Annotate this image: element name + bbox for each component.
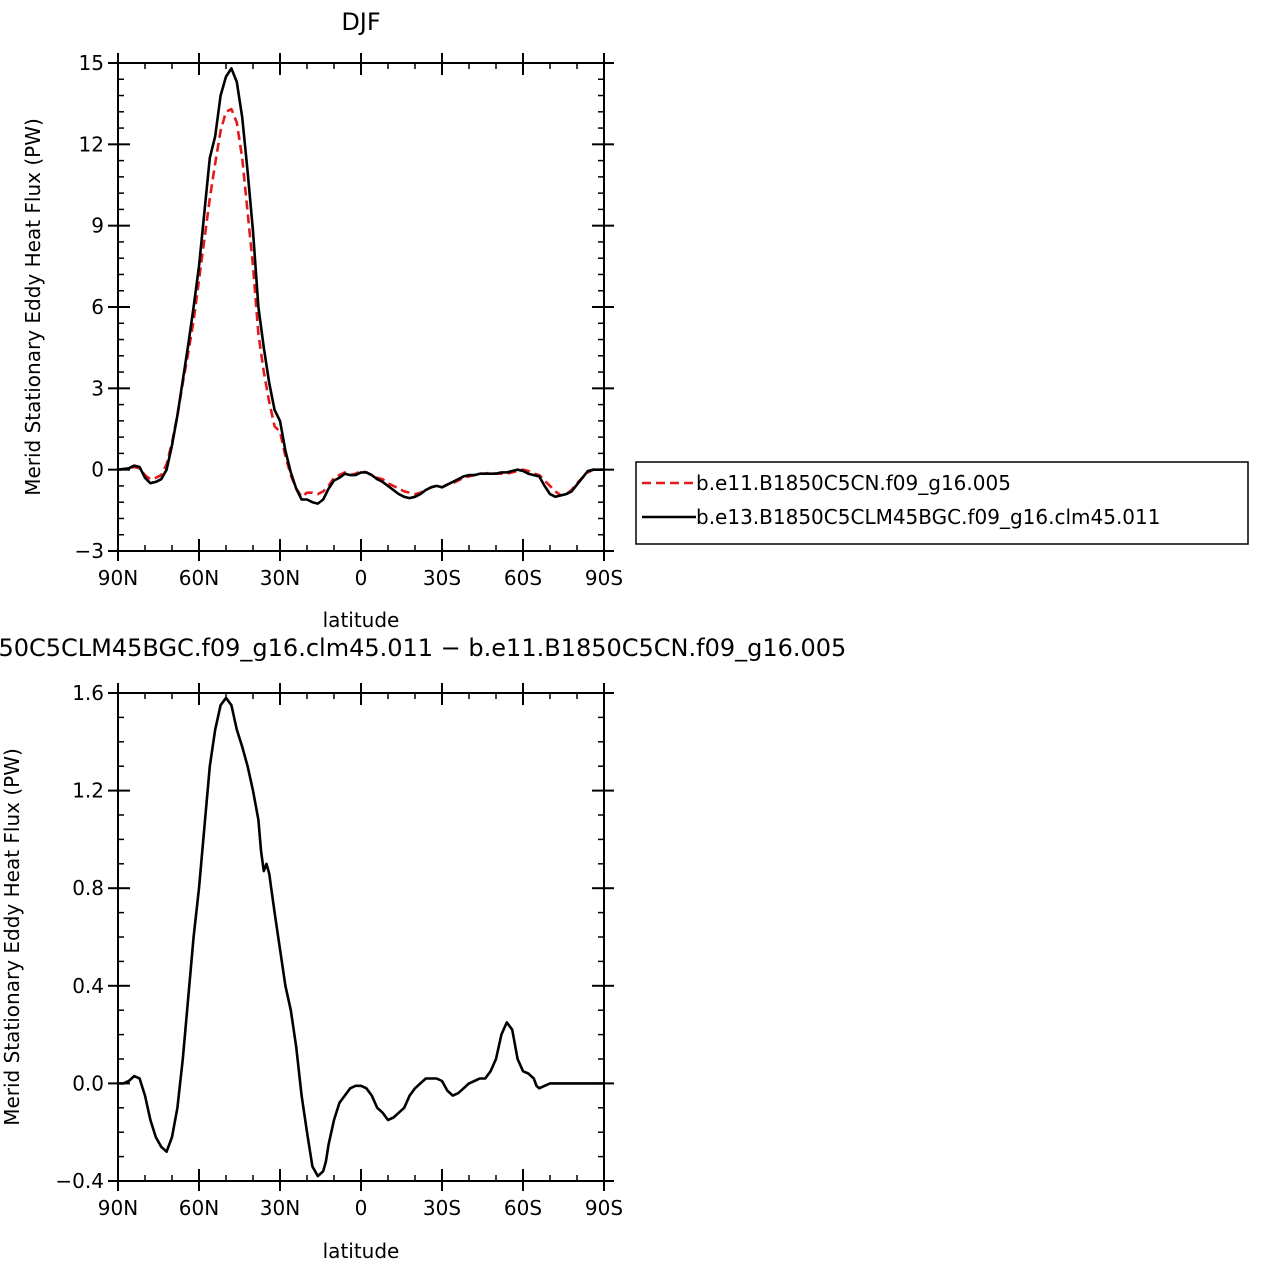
x-tick-label: 60S <box>504 566 542 590</box>
bottom-chart: 90N 60N 30N 0 30S 60S 90S −0.4 0.0 0.4 0.8 1.2 1.6 b.… <box>0 634 846 1263</box>
y-tick-label: 0 <box>91 458 104 482</box>
x-tick-label: 60N <box>179 566 219 590</box>
y-tick-label: −0.4 <box>55 1169 104 1193</box>
legend-entry: b.e11.B1850C5CN.f09_g16.005 <box>696 471 1011 495</box>
y-tick-label: 6 <box>91 295 104 319</box>
legend-box <box>635 461 1249 545</box>
y-tick-label: −3 <box>75 539 104 563</box>
y-tick-label: 1.2 <box>72 779 104 803</box>
y-tick-label: 9 <box>91 214 104 238</box>
series-line-2 <box>118 67 604 505</box>
x-tick-label: 60N <box>179 1196 219 1220</box>
x-tick-label: 30N <box>260 566 300 590</box>
y-tick-label: 12 <box>79 132 104 156</box>
series-line-1 <box>118 696 604 1178</box>
plot-frame <box>117 62 605 552</box>
x-axis-label: latitude <box>323 608 400 632</box>
x-axis-label: latitude <box>323 1239 400 1263</box>
legend: b.e11.B1850C5CN.f09_g16.005 b.e13.B1850C5… <box>635 461 1249 545</box>
chart-title: b.e13.B1850C5CLM45BGC.f09_g16.clm45.011 … <box>0 634 846 662</box>
x-tick-label: 90S <box>585 566 623 590</box>
x-tick-label: 90S <box>585 1196 623 1220</box>
top-chart: 90N 60N 30N 0 30S 60S 90S −3 0 3 6 9 12 15 DJF latitude… <box>21 8 623 632</box>
y-tick-label: 1.6 <box>72 681 104 705</box>
y-tick-label: 0.0 <box>72 1071 104 1095</box>
x-tick-label: 30S <box>423 566 461 590</box>
legend-entry: b.e13.B1850C5CLM45BGC.f09_g16.clm45.011 <box>696 505 1160 529</box>
x-tick-label: 30N <box>260 1196 300 1220</box>
y-tick-label: 15 <box>79 51 104 75</box>
y-tick-label: 0.4 <box>72 974 104 998</box>
x-tick-label: 90N <box>98 1196 138 1220</box>
x-tick-label: 0 <box>355 566 368 590</box>
y-axis-label: Merid Stationary Eddy Heat Flux (PW) <box>0 748 24 1126</box>
x-tick-label: 0 <box>355 1196 368 1220</box>
x-tick-label: 90N <box>98 566 138 590</box>
x-tick-label: 30S <box>423 1196 461 1220</box>
chart-title: DJF <box>341 8 380 36</box>
series-line-1 <box>118 107 604 499</box>
y-tick-label: 0.8 <box>72 876 104 900</box>
y-tick-label: 3 <box>91 376 104 400</box>
y-axis-label: Merid Stationary Eddy Heat Flux (PW) <box>21 118 45 496</box>
plot-frame <box>117 692 605 1182</box>
x-tick-label: 60S <box>504 1196 542 1220</box>
